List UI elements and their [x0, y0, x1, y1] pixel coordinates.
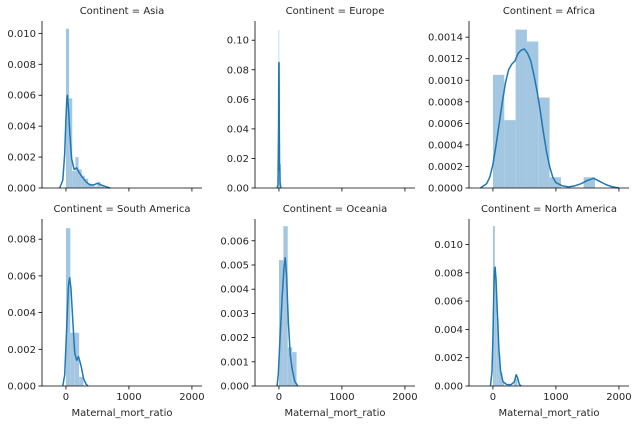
y-tick-label: 0.10 [227, 36, 249, 47]
panel-south-america: 0.000 0.002 0.004 0.006 0.008 0 1000 2000 Contin… [7, 204, 204, 419]
histogram-bar [283, 226, 288, 386]
y-tick-label: 0.004 [220, 285, 249, 296]
x-tick-label: 0 [490, 392, 496, 403]
x-axis-label: Maternal_mort_ratio [72, 408, 173, 419]
panel-title: Continent = South America [53, 204, 190, 215]
y-tick-label: 0.004 [7, 122, 36, 133]
histogram-bar [78, 169, 82, 188]
y-tick-label: 0.005 [220, 260, 249, 271]
y-tick-label: 0.08 [227, 65, 249, 76]
x-tick-label: 1000 [329, 392, 354, 403]
histogram-bar [287, 347, 293, 386]
histogram-bar [65, 28, 70, 189]
y-tick-label: 0.0000 [428, 184, 463, 195]
y-tick-label: 0.008 [7, 235, 36, 246]
y-tick-label: 0.006 [434, 297, 463, 308]
y-tick-label: 0.002 [220, 333, 249, 344]
y-tick-label: 0.0010 [428, 76, 463, 87]
kde-line [276, 61, 282, 189]
histogram-bar [515, 29, 527, 189]
histogram-bar [538, 97, 550, 188]
histogram-bar [100, 186, 104, 188]
panel-europe: 0.00 0.02 0.04 0.06 0.08 0.10 Continent = Euro… [227, 6, 415, 195]
y-tick-label: 0.001 [220, 357, 249, 368]
x-tick-label: 0 [63, 392, 69, 403]
y-tick-label: 0.010 [7, 29, 36, 40]
x-tick-label: 2000 [179, 392, 204, 403]
histogram-bar [70, 332, 75, 386]
histogram-bar [79, 376, 84, 386]
histogram-bar [500, 373, 503, 386]
x-tick-label: 1000 [543, 392, 568, 403]
histogram-bar [87, 183, 92, 188]
y-tick-label: 0.006 [220, 236, 249, 247]
y-tick-label: 0.0012 [428, 54, 463, 65]
panel-title: Continent = Asia [80, 6, 165, 17]
x-tick-label: 1000 [116, 392, 141, 403]
y-tick-label: 0.00 [227, 184, 249, 195]
histogram-bar [91, 184, 95, 188]
y-tick-label: 0.0008 [428, 97, 463, 108]
kde-line [58, 94, 111, 189]
histogram-bar [526, 41, 539, 188]
y-tick-label: 0.002 [7, 153, 36, 164]
kde-line [489, 266, 522, 387]
kde-line [62, 276, 89, 387]
y-tick-label: 0.000 [7, 382, 36, 393]
y-tick-label: 0.010 [434, 240, 463, 251]
y-tick-label: 0.06 [227, 95, 249, 106]
x-tick-label: 0 [276, 392, 282, 403]
panel-title: Continent = North America [481, 204, 617, 215]
histogram-bar [494, 275, 497, 386]
panel-north-america: 0.000 0.002 0.004 0.006 0.008 0.010 0 1000 2000 C… [434, 204, 631, 419]
y-tick-label: 0.000 [434, 382, 463, 393]
kde-line [276, 256, 299, 387]
x-axis-label: Maternal_mort_ratio [285, 408, 386, 419]
y-tick-label: 0.008 [434, 268, 463, 279]
y-tick-label: 0.0004 [428, 140, 463, 151]
x-tick-label: 2000 [606, 392, 631, 403]
y-tick-label: 0.04 [227, 124, 249, 135]
panel-title: Continent = Europe [286, 6, 385, 17]
y-tick-label: 0.000 [220, 382, 249, 393]
histogram-bar [504, 120, 516, 188]
x-axis-label: Maternal_mort_ratio [499, 408, 600, 419]
y-tick-label: 0.0002 [428, 162, 463, 173]
histogram-bar [97, 181, 101, 188]
histogram-bar [72, 170, 76, 188]
histogram-bar [496, 318, 499, 386]
histogram-bar [513, 381, 516, 386]
panel-title: Continent = Africa [503, 6, 595, 17]
histogram-bar [75, 157, 79, 188]
y-tick-label: 0.000 [7, 184, 36, 195]
histogram-bar [84, 178, 88, 188]
y-tick-label: 0.002 [7, 345, 36, 356]
y-tick-label: 0.004 [434, 325, 463, 336]
y-tick-label: 0.004 [7, 308, 36, 319]
kde-line [479, 48, 620, 189]
y-tick-label: 0.0014 [428, 33, 463, 44]
histogram-bar [94, 186, 98, 188]
x-tick-label: 2000 [392, 392, 417, 403]
histogram-bar [81, 175, 85, 188]
panel-oceania: 0.000 0.001 0.002 0.003 0.004 0.005 0.006 0 1000… [220, 204, 417, 419]
histogram-bar [292, 352, 297, 386]
y-tick-label: 0.006 [7, 91, 36, 102]
y-tick-label: 0.003 [220, 309, 249, 320]
y-tick-label: 0.002 [434, 353, 463, 364]
y-tick-label: 0.006 [7, 271, 36, 282]
y-tick-label: 0.008 [7, 60, 36, 71]
panel-title: Continent = Oceania [283, 204, 388, 215]
panel-africa: 0.0000 0.0002 0.0004 0.0006 0.0008 0.0010 0.00… [428, 6, 629, 195]
histogram-bar [502, 381, 505, 386]
histogram-bar [583, 177, 595, 188]
panel-asia: 0.000 0.002 0.004 0.006 0.008 0.010 Continent … [7, 6, 202, 195]
y-tick-label: 0.0006 [428, 119, 463, 130]
histogram-bar [515, 378, 518, 386]
histogram-bar [498, 354, 501, 386]
y-tick-label: 0.02 [227, 154, 249, 165]
